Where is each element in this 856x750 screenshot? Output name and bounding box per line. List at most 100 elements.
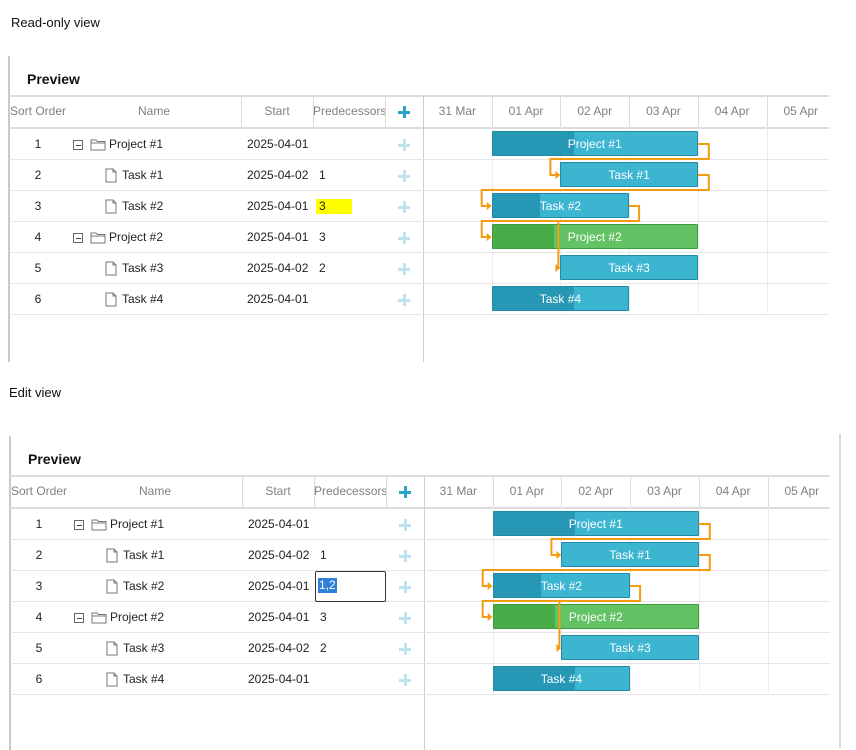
row-divider <box>10 601 830 602</box>
name-header[interactable]: Name <box>137 104 170 118</box>
sort-order-header[interactable]: Sort Order <box>10 484 67 498</box>
add-subtask-icon[interactable] <box>399 581 411 593</box>
predecessors-cell[interactable]: 3 <box>319 199 326 213</box>
add-subtask-icon[interactable] <box>399 674 411 686</box>
timeline-day-header: 04 Apr <box>714 104 750 118</box>
task-name-cell: Task #4 <box>122 292 164 306</box>
predecessors-cell[interactable]: 2 <box>320 641 327 655</box>
dependency-link[interactable] <box>481 554 711 587</box>
predecessors-cell[interactable]: 2 <box>319 261 326 275</box>
table-row[interactable]: 1 Project #1 2025-04-01 <box>10 509 424 540</box>
table-row[interactable]: 3 Task #2 2025-04-01 3 <box>9 191 423 222</box>
table-row[interactable]: 5 Task #3 2025-04-02 2 <box>10 633 424 664</box>
table-row[interactable]: 5 Task #3 2025-04-02 2 <box>9 253 423 284</box>
predecessors-cell[interactable]: 3 <box>320 610 327 624</box>
collapse-toggle-icon[interactable] <box>73 233 83 243</box>
highlight-marker <box>316 199 352 214</box>
progress-fill <box>493 512 576 535</box>
gantt-bar[interactable]: Project #2 <box>492 604 699 629</box>
gantt-bar[interactable]: Task #1 <box>561 542 699 567</box>
dependency-link[interactable] <box>549 143 710 176</box>
folder-icon <box>90 138 106 151</box>
gantt-bar[interactable]: Task #3 <box>560 255 698 280</box>
dependency-arrow <box>555 171 561 179</box>
predecessors-cell[interactable]: 1 <box>319 168 326 182</box>
dependency-link[interactable] <box>550 523 711 556</box>
header-top-border <box>10 475 830 477</box>
collapse-toggle-icon[interactable] <box>73 140 83 150</box>
progress-fill <box>492 225 554 248</box>
add-subtask-icon[interactable] <box>398 201 410 213</box>
add-subtask-icon[interactable] <box>399 643 411 655</box>
add-subtask-icon[interactable] <box>398 170 410 182</box>
gantt-bar[interactable]: Project #1 <box>491 131 698 156</box>
add-subtask-icon[interactable] <box>399 519 411 531</box>
grid-timeline-splitter[interactable] <box>424 476 425 750</box>
gantt-bar[interactable]: Task #4 <box>491 286 630 311</box>
dependency-link[interactable] <box>481 585 642 618</box>
add-subtask-icon[interactable] <box>398 263 410 275</box>
timeline-gridline <box>698 507 700 693</box>
name-header[interactable]: Name <box>138 484 171 498</box>
add-task-header-icon[interactable] <box>399 486 411 498</box>
add-subtask-icon[interactable] <box>399 612 411 624</box>
sort-order-cell: 6 <box>34 292 42 306</box>
sort-order-cell: 2 <box>34 168 42 182</box>
dependency-arrow <box>555 264 561 272</box>
table-row[interactable]: 6 Task #4 2025-04-01 <box>9 284 423 315</box>
gantt-bar[interactable]: Project #1 <box>492 511 699 536</box>
add-subtask-icon[interactable] <box>398 294 410 306</box>
start-date-cell: 2025-04-02 <box>248 641 310 655</box>
start-header[interactable]: Start <box>265 484 291 498</box>
dependency-link[interactable] <box>480 205 641 238</box>
predecessors-cell[interactable]: 1 <box>320 548 327 562</box>
dependency-links <box>481 523 711 652</box>
add-subtask-icon[interactable] <box>398 139 410 151</box>
task-name-cell: Task #3 <box>123 641 165 655</box>
add-subtask-icon[interactable] <box>398 232 410 244</box>
header-top-border <box>9 95 829 97</box>
table-row[interactable]: 3 Task #2 2025-04-01 1,2 <box>10 571 424 602</box>
gantt-bar[interactable]: Task #2 <box>492 573 631 598</box>
start-header[interactable]: Start <box>264 104 290 118</box>
timeline-day-header: 01 Apr <box>508 104 544 118</box>
table-row[interactable]: 4 Project #2 2025-04-01 3 <box>9 222 423 253</box>
gantt-bar[interactable]: Task #2 <box>491 193 630 218</box>
table-row[interactable]: 2 Task #1 2025-04-02 1 <box>10 540 424 571</box>
gantt-bar[interactable]: Task #1 <box>560 162 698 187</box>
gantt-bar-label: Task #4 <box>539 292 582 306</box>
timeline-day-header: 31 Mar <box>439 484 478 498</box>
table-row[interactable]: 1 Project #1 2025-04-01 <box>9 129 423 160</box>
collapse-toggle-icon[interactable] <box>74 520 84 530</box>
timeline-header-separator <box>560 96 562 127</box>
table-row[interactable]: 2 Task #1 2025-04-02 1 <box>9 160 423 191</box>
gantt-bar[interactable]: Task #4 <box>492 666 631 691</box>
table-row[interactable]: 4 Project #2 2025-04-01 3 <box>10 602 424 633</box>
dependency-link[interactable] <box>480 174 710 207</box>
task-name-cell: Task #2 <box>122 199 164 213</box>
add-subtask-icon[interactable] <box>399 550 411 562</box>
start-date-cell: 2025-04-01 <box>248 517 310 531</box>
predecessors-cell[interactable]: 3 <box>319 230 326 244</box>
start-date-cell: 2025-04-01 <box>248 610 310 624</box>
sort-order-cell: 4 <box>34 230 42 244</box>
folder-icon <box>91 611 107 624</box>
timeline-header-separator <box>767 476 769 507</box>
file-icon <box>105 199 117 214</box>
preview-title: Preview <box>27 71 80 87</box>
grid-timeline-splitter[interactable] <box>423 96 424 362</box>
predecessors-header[interactable]: Predecessors <box>313 104 387 118</box>
collapse-toggle-icon[interactable] <box>74 613 84 623</box>
file-icon <box>106 672 118 687</box>
timeline-day-header: 31 Mar <box>438 104 477 118</box>
predecessors-editor-value[interactable]: 1,2 <box>318 578 337 593</box>
gantt-bar[interactable]: Project #2 <box>491 224 698 249</box>
task-name-cell: Task #2 <box>123 579 165 593</box>
header-separator <box>242 476 243 507</box>
predecessors-header[interactable]: Predecessors <box>314 484 388 498</box>
gantt-bar[interactable]: Task #3 <box>561 635 699 660</box>
sort-order-cell: 6 <box>35 672 43 686</box>
table-row[interactable]: 6 Task #4 2025-04-01 <box>10 664 424 695</box>
sort-order-header[interactable]: Sort Order <box>9 104 66 118</box>
add-task-header-icon[interactable] <box>398 106 410 118</box>
